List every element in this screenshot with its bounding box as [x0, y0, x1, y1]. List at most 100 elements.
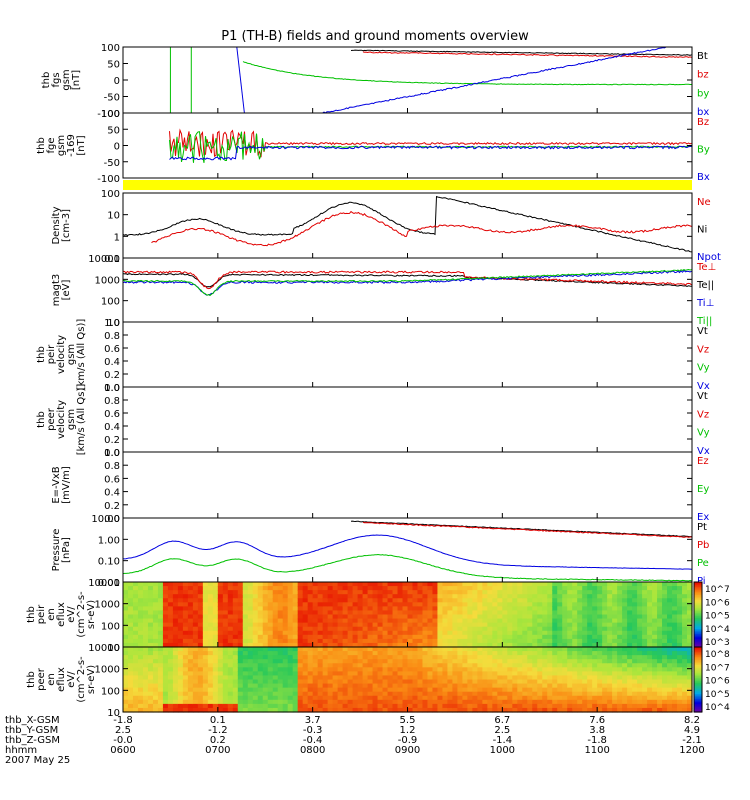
spectrogram-cell [512, 582, 518, 587]
spectrogram-cell [417, 671, 424, 677]
spectrogram-cell [477, 618, 483, 624]
spectrogram-cell [687, 707, 693, 713]
spectrogram-cell [422, 699, 429, 705]
spectrogram-cell [267, 651, 274, 656]
spectrogram-cell [372, 630, 379, 636]
spectrogram-cell [627, 659, 633, 664]
y-tick-label: 10 [107, 643, 120, 654]
spectrogram-cell [302, 667, 309, 672]
spectrogram-cell [357, 622, 364, 628]
spectrogram-cell [347, 610, 354, 616]
spectrogram-cell [427, 703, 434, 709]
spectrogram-cell [207, 699, 214, 705]
spectrogram-cell [287, 695, 294, 701]
spectrogram-cell [412, 663, 419, 668]
spectrogram-cell [212, 610, 219, 616]
spectrogram-cell [387, 614, 394, 620]
y-tick-label: 0.2 [104, 435, 120, 446]
spectrogram-cell [502, 618, 508, 624]
spectrogram-cell [427, 659, 434, 664]
spectrogram-cell [657, 651, 663, 656]
spectrogram-cell [322, 707, 329, 713]
spectrogram-cell [367, 638, 374, 644]
spectrogram-cell [212, 659, 219, 664]
spectrogram-cell [327, 647, 334, 652]
spectrogram-cell [252, 671, 259, 677]
spectrogram-cell [217, 699, 224, 705]
spectrogram-cell [672, 687, 678, 693]
spectrogram-cell [622, 703, 628, 709]
spectrogram-cell [527, 614, 533, 620]
legend-Vx: Vx [697, 381, 710, 392]
spectrogram-cell [682, 671, 688, 677]
spectrogram-cell [242, 590, 249, 595]
spectrogram-cell [322, 590, 329, 595]
spectrogram-cell [477, 671, 483, 677]
colorbar-cell [694, 606, 702, 609]
spectrogram-cell [227, 642, 234, 648]
spectrogram-cell [647, 642, 653, 648]
spectrogram-cell [517, 699, 523, 705]
spectrogram-cell [312, 634, 319, 640]
spectrogram-cell [502, 610, 508, 616]
spectrogram-cell [462, 610, 468, 616]
spectrogram-cell [492, 695, 498, 701]
series-Pi [122, 534, 692, 570]
y-axis-label: thb [36, 137, 47, 154]
spectrogram-cell [422, 683, 429, 689]
spectrogram-cell [677, 622, 683, 628]
colorbar-cell [694, 677, 702, 681]
spectrogram-cell [237, 695, 244, 701]
spectrogram-cell [562, 642, 568, 648]
spectrogram-cell [247, 594, 254, 599]
spectrogram-cell [547, 614, 553, 620]
spectrogram-cell [542, 655, 548, 660]
spectrogram-cell [272, 667, 279, 672]
spectrogram-cell [127, 622, 134, 628]
spectrogram-cell [372, 606, 379, 612]
spectrogram-cell [427, 598, 434, 603]
spectrogram-cell [162, 647, 169, 652]
y-tick-label: -100 [97, 174, 120, 185]
spectrogram-cell [532, 606, 538, 612]
orbit-value: 7.6 [589, 715, 605, 726]
spectrogram-cell [622, 647, 628, 652]
spectrogram-cell [182, 703, 189, 709]
spectrogram-cell [412, 642, 419, 648]
spectrogram-cell [147, 618, 154, 624]
spectrogram-cell [132, 626, 139, 632]
spectrogram-cell [477, 683, 483, 689]
spectrogram-cell [562, 602, 568, 607]
spectrogram-cell [197, 594, 204, 599]
spectrogram-cell [527, 594, 533, 599]
spectrogram-cell [367, 618, 374, 624]
spectrogram-cell [597, 610, 603, 616]
spectrogram-cell [587, 671, 593, 677]
spectrogram-cell [367, 614, 374, 620]
spectrogram-cell [397, 707, 404, 713]
spectrogram-cell [187, 691, 194, 697]
spectrogram-cell [212, 642, 219, 648]
spectrogram-cell [207, 655, 214, 660]
spectrogram-cell [452, 659, 459, 664]
spectrogram-cell [467, 651, 473, 656]
spectrogram-cell [397, 687, 404, 693]
spectrogram-cell [552, 638, 558, 644]
spectrogram-cell [452, 638, 459, 644]
spectrogram-cell [362, 602, 369, 607]
spectrogram-cell [387, 695, 394, 701]
spectrogram-cell [502, 626, 508, 632]
spectrogram-cell [452, 679, 459, 685]
spectrogram-cell [182, 659, 189, 664]
spectrogram-cell [602, 598, 608, 603]
spectrogram-cell [417, 667, 424, 672]
spectrogram-cell [267, 586, 274, 591]
spectrogram-cell [657, 594, 663, 599]
spectrogram-cell [247, 683, 254, 689]
spectrogram-cell [212, 618, 219, 624]
spectrogram-cell [412, 598, 419, 603]
spectrogram-cell [242, 618, 249, 624]
spectrogram-cell [652, 594, 658, 599]
spectrogram-cell [602, 647, 608, 652]
spectrogram-cell [282, 691, 289, 697]
